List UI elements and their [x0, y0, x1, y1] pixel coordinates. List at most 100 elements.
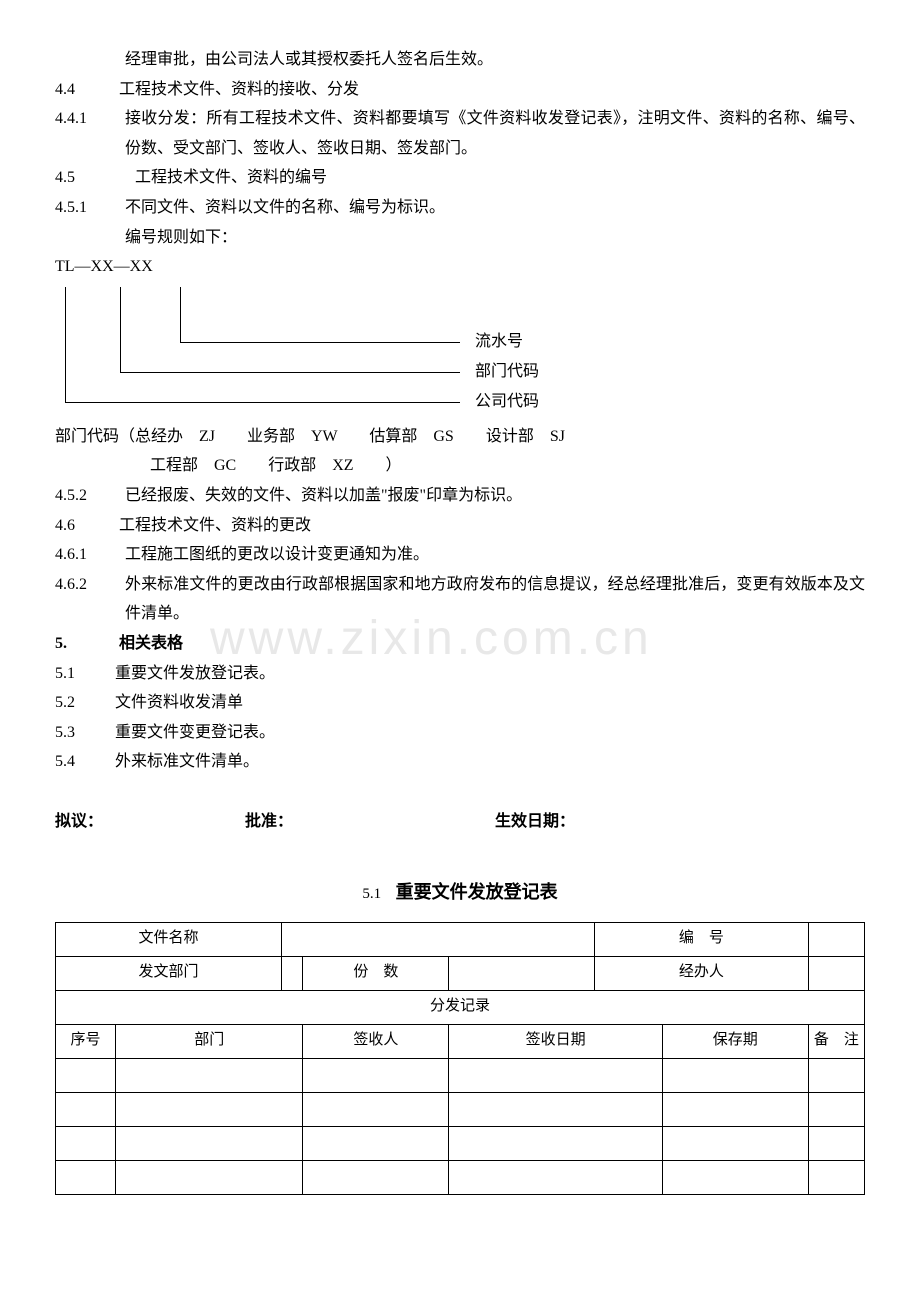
section-4-6: 4.6 工程技术文件、资料的更改 [55, 511, 865, 541]
header-number: 编 号 [595, 922, 809, 956]
signature-effective-date: 生效日期： [495, 807, 865, 837]
section-number: 4.4 [55, 75, 115, 105]
section-distribution: 分发记录 [56, 990, 865, 1024]
diagram-hline-1 [180, 342, 460, 343]
cell [449, 1092, 663, 1126]
table-title: 5.1 重要文件发放登记表 [55, 876, 865, 909]
cell-handler-value [808, 956, 864, 990]
section-text: 外来标准文件的更改由行政部根据国家和地方政府发布的信息提议，经总经理批准后，变更… [125, 570, 865, 629]
section-text: 工程技术文件、资料的接收、分发 [115, 75, 865, 105]
cell [56, 1126, 116, 1160]
section-text: 不同文件、资料以文件的名称、编号为标识。 [125, 193, 865, 223]
cell [116, 1058, 303, 1092]
cell [116, 1160, 303, 1194]
col-dept: 部门 [116, 1024, 303, 1058]
text: TL—XX—XX [55, 258, 153, 275]
section-number: 4.6.1 [55, 540, 125, 570]
diagram-hline-2 [120, 372, 460, 373]
table-row: 发文部门 份 数 经办人 [56, 956, 865, 990]
section-number: 5. [55, 629, 115, 659]
text: 部门代码（总经办 ZJ 业务部 YW 估算部 GS 设计部 SJ [55, 428, 565, 445]
diagram-vline-3 [180, 287, 181, 342]
section-4-5-1: 4.5.1 不同文件、资料以文件的名称、编号为标识。 [55, 193, 865, 223]
section-text: 已经报废、失效的文件、资料以加盖"报废"印章为标识。 [125, 481, 865, 511]
section-text: 工程技术文件、资料的更改 [115, 511, 865, 541]
section-5: 5. 相关表格 [55, 629, 865, 659]
cell [808, 1058, 864, 1092]
header-copies: 份 数 [303, 956, 449, 990]
cell [116, 1092, 303, 1126]
cell [56, 1092, 116, 1126]
col-retention: 保存期 [662, 1024, 808, 1058]
section-number: 4.5.2 [55, 481, 125, 511]
section-4-6-2: 4.6.2 外来标准文件的更改由行政部根据国家和地方政府发布的信息提议，经总经理… [55, 570, 865, 629]
section-text: 工程技术文件、资料的编号 [115, 163, 865, 193]
table-title-number: 5.1 [362, 886, 381, 902]
code-format: TL—XX—XX [55, 252, 865, 282]
section-5-3: 5.3 重要文件变更登记表。 [55, 718, 865, 748]
cell [662, 1126, 808, 1160]
section-number: 5.4 [55, 747, 115, 777]
diagram-vline-2 [120, 287, 121, 372]
dept-codes-line1: 部门代码（总经办 ZJ 业务部 YW 估算部 GS 设计部 SJ [55, 422, 865, 452]
cell-filename-value [282, 922, 595, 956]
section-number: 5.2 [55, 688, 115, 718]
cell-copies-value [449, 956, 595, 990]
cell [56, 1160, 116, 1194]
table-row [56, 1160, 865, 1194]
diagram-label-dept: 部门代码 [475, 357, 539, 387]
section-number: 5.3 [55, 718, 115, 748]
col-remark: 备 注 [808, 1024, 864, 1058]
section-5-2: 5.2 文件资料收发清单 [55, 688, 865, 718]
cell [56, 1058, 116, 1092]
section-text: 重要文件变更登记表。 [115, 718, 865, 748]
section-5-4: 5.4 外来标准文件清单。 [55, 747, 865, 777]
signature-approver: 批准： [245, 807, 495, 837]
cell [303, 1092, 449, 1126]
section-text: 相关表格 [115, 629, 865, 659]
diagram-vline-1 [65, 287, 66, 402]
section-5-1: 5.1 重要文件发放登记表。 [55, 659, 865, 689]
text: 工程部 GC 行政部 XZ ） [150, 457, 402, 474]
cell [449, 1160, 663, 1194]
cell [808, 1160, 864, 1194]
cell-number-value [808, 922, 864, 956]
text: 编号规则如下： [125, 229, 237, 246]
col-signer: 签收人 [303, 1024, 449, 1058]
section-4-4-1: 4.4.1 接收分发：所有工程技术文件、资料都要填写《文件资料收发登记表》，注明… [55, 104, 865, 163]
table-row [56, 1126, 865, 1160]
diagram-label-company: 公司代码 [475, 387, 539, 417]
cell [303, 1058, 449, 1092]
section-number: 4.6 [55, 511, 115, 541]
section-text: 外来标准文件清单。 [115, 747, 865, 777]
section-4-5: 4.5 工程技术文件、资料的编号 [55, 163, 865, 193]
para-continuation: 经理审批，由公司法人或其授权委托人签名后生效。 [55, 45, 865, 75]
col-sign-date: 签收日期 [449, 1024, 663, 1058]
cell [303, 1126, 449, 1160]
cell-send-dept-value [282, 956, 303, 990]
cell [808, 1092, 864, 1126]
section-4-5-2: 4.5.2 已经报废、失效的文件、资料以加盖"报废"印章为标识。 [55, 481, 865, 511]
table-title-text: 重要文件发放登记表 [396, 882, 558, 902]
signature-row: 拟议： 批准： 生效日期： [55, 807, 865, 837]
diagram-label-flow: 流水号 [475, 327, 523, 357]
section-number: 4.4.1 [55, 104, 125, 163]
dept-codes-line2: 工程部 GC 行政部 XZ ） [55, 451, 865, 481]
table-row [56, 1092, 865, 1126]
header-handler: 经办人 [595, 956, 809, 990]
cell [303, 1160, 449, 1194]
section-4-4: 4.4 工程技术文件、资料的接收、分发 [55, 75, 865, 105]
section-number: 4.6.2 [55, 570, 125, 629]
section-text: 接收分发：所有工程技术文件、资料都要填写《文件资料收发登记表》，注明文件、资料的… [125, 104, 865, 163]
cell [662, 1160, 808, 1194]
table-row [56, 1058, 865, 1092]
distribution-table: 文件名称 编 号 发文部门 份 数 经办人 分发记录 序号 部门 签收人 签收日… [55, 922, 865, 1195]
cell [808, 1126, 864, 1160]
code-diagram: 流水号 部门代码 公司代码 [55, 287, 815, 417]
header-send-dept: 发文部门 [56, 956, 282, 990]
cell [662, 1092, 808, 1126]
cell [449, 1126, 663, 1160]
cell [449, 1058, 663, 1092]
signature-proposer: 拟议： [55, 807, 245, 837]
section-text: 重要文件发放登记表。 [115, 659, 865, 689]
